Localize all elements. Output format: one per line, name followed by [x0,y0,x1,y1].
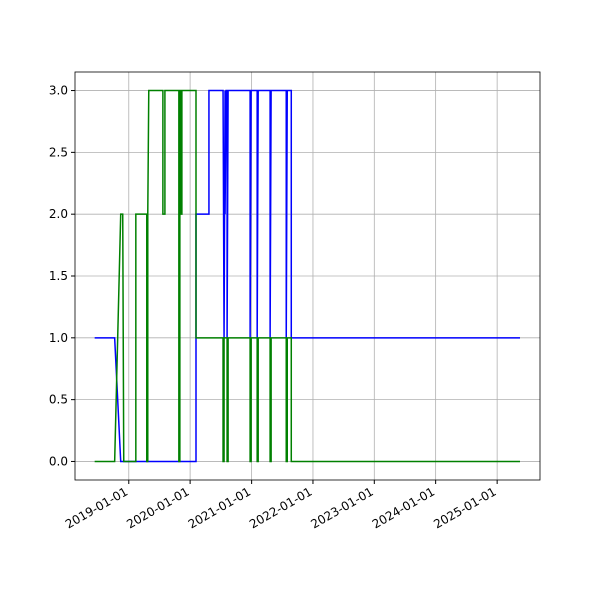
y-tick-label: 0.0 [49,454,68,468]
series-line [94,89,520,463]
y-tick-label: 1.5 [49,269,68,283]
series-line [94,89,520,463]
y-tick-label: 1.0 [49,331,68,345]
y-tick-label: 0.5 [49,393,68,407]
y-tick-label: 2.0 [49,207,68,221]
plot-frame [74,71,541,481]
y-tick-label: 3.0 [49,84,68,98]
y-tick-label: 2.5 [49,145,68,159]
